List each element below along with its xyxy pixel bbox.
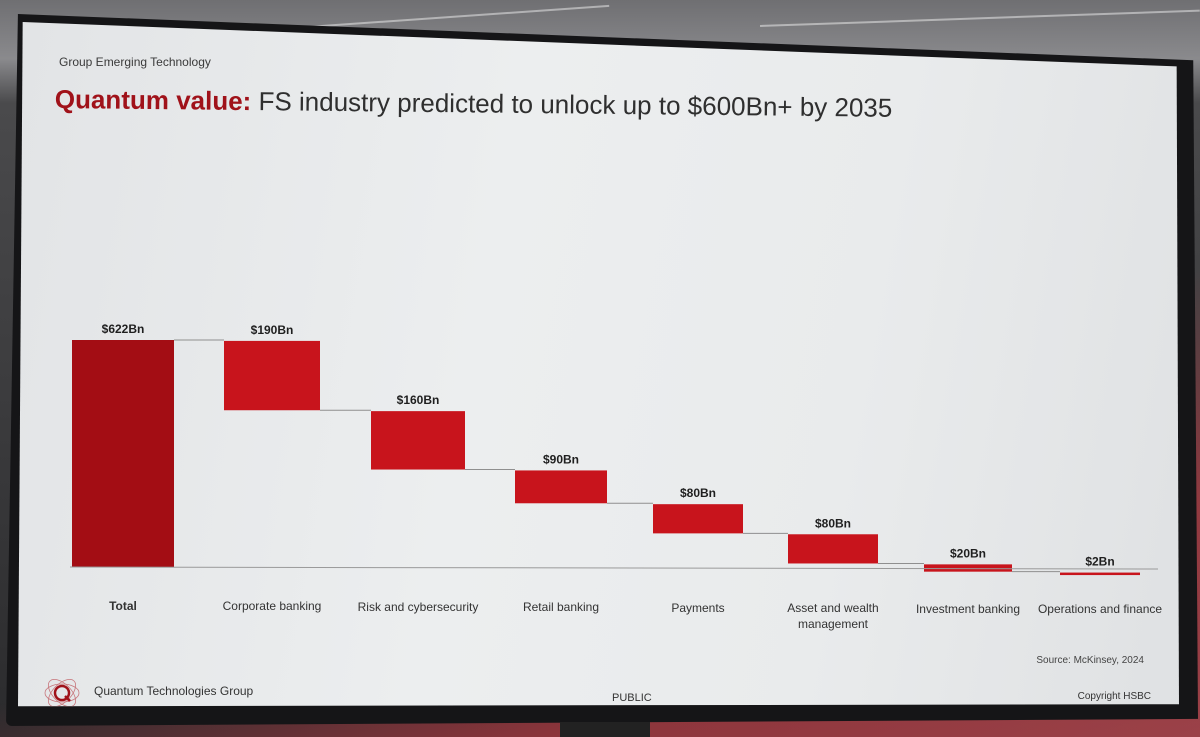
category-label: Investment banking — [915, 601, 1021, 616]
ceiling-edge — [760, 9, 1200, 27]
source-note: Source: McKinsey, 2024 — [1036, 655, 1144, 666]
value-label: $2Bn — [1085, 555, 1114, 569]
bars — [72, 340, 1140, 576]
monitor-stand — [560, 722, 650, 737]
bar-asset-and-wealth-management — [788, 534, 878, 564]
value-label: $80Bn — [815, 516, 851, 530]
bar-corporate-banking — [224, 340, 320, 411]
value-label: $190Bn — [251, 323, 294, 337]
bar-risk-and-cybersecurity — [371, 411, 465, 470]
category-label: Asset and wealth management — [787, 601, 879, 632]
value-labels: $622Bn $190Bn $160Bn $90Bn $80Bn $80Bn $20Bn $2… — [102, 322, 1115, 569]
quantum-logo-icon — [44, 679, 80, 707]
bar-total — [72, 340, 174, 567]
group-label: Group Emerging Technology — [59, 55, 211, 69]
x-axis — [69, 566, 1159, 570]
category-label: Retail banking — [522, 600, 600, 615]
value-label: $622Bn — [102, 322, 145, 336]
slide-screen: Group Emerging Technology Quantum value:… — [18, 22, 1179, 707]
footer-copyright: Copyright HSBC — [1077, 691, 1151, 702]
category-label: Corporate banking — [222, 599, 322, 614]
category-label: Risk and cybersecurity — [357, 599, 479, 614]
footer-org: Quantum Technologies Group — [94, 684, 254, 698]
value-label: $160Bn — [397, 393, 440, 407]
value-label: $90Bn — [543, 452, 579, 466]
connectors — [174, 339, 1060, 573]
bar-payments — [653, 504, 743, 534]
bar-retail-banking — [515, 470, 607, 504]
category-label: Total — [109, 599, 137, 613]
value-label: $80Bn — [680, 486, 716, 500]
bar-investment-banking — [924, 564, 1012, 572]
category-label: Operations and finance — [1037, 602, 1163, 617]
waterfall-chart: $622Bn $190Bn $160Bn $90Bn $80Bn $80Bn $20Bn $2… — [69, 322, 1159, 576]
value-label: $20Bn — [950, 546, 986, 560]
category-label: Payments — [671, 600, 725, 615]
footer-classification: PUBLIC — [612, 692, 652, 704]
bar-operations-and-finance — [1060, 572, 1140, 576]
